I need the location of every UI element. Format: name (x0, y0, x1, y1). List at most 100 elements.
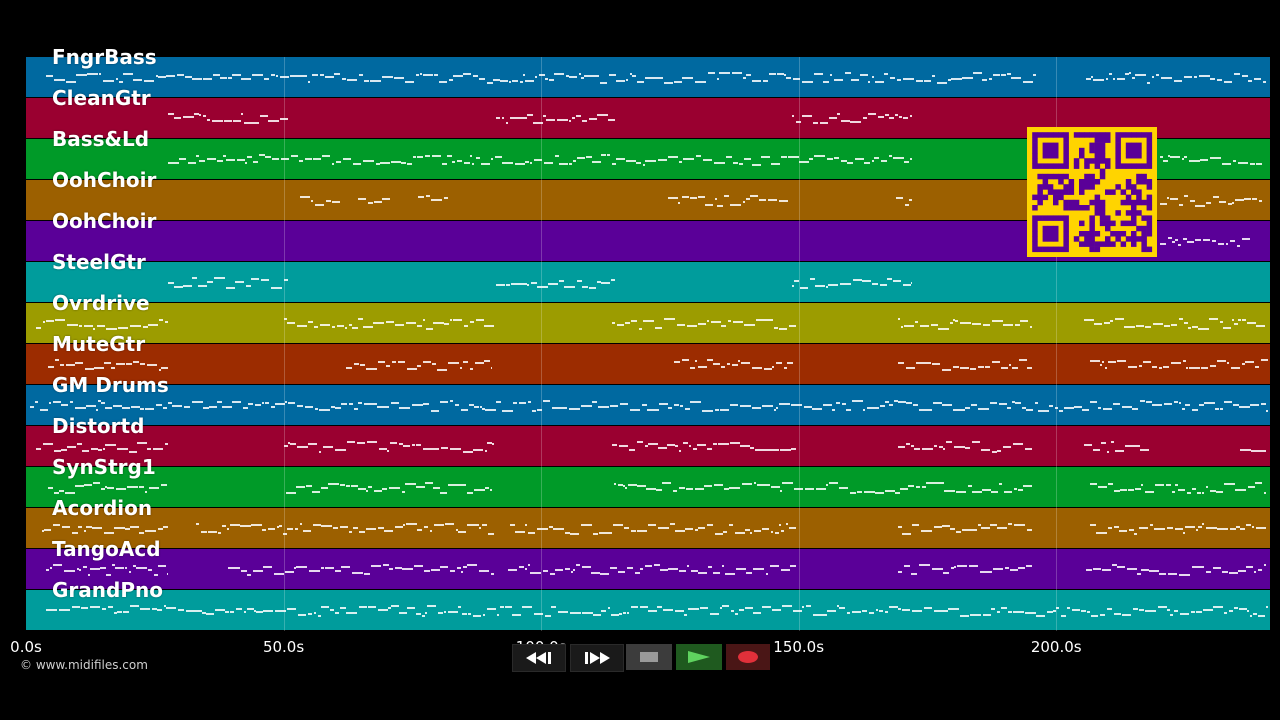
qr-module (1094, 142, 1101, 149)
qr-module (1084, 205, 1090, 211)
track-lane[interactable] (26, 57, 1270, 97)
qr-module (1099, 173, 1106, 180)
qr-module (1136, 194, 1142, 201)
track-name: OohChoir (52, 168, 157, 192)
gridline (1056, 57, 1058, 631)
qr-module (1131, 184, 1137, 190)
qr-module (1037, 184, 1043, 190)
qr-module (1089, 215, 1095, 221)
qr-module (1105, 241, 1111, 247)
qr-module (1094, 205, 1101, 211)
qr-module (1073, 199, 1080, 206)
track-lane[interactable] (26, 508, 1270, 548)
qr-module (1146, 137, 1153, 143)
qr-module (1084, 236, 1090, 242)
qr-module (1125, 236, 1132, 242)
track-lane[interactable] (26, 303, 1270, 343)
qr-module (1053, 147, 1059, 154)
qr-module (1110, 220, 1116, 227)
qr-module (1136, 163, 1142, 169)
qr-module (1032, 215, 1038, 221)
qr-module (1042, 225, 1049, 232)
qr-module (1089, 199, 1095, 206)
qr-module (1125, 194, 1132, 201)
qr-module (1037, 189, 1043, 195)
gridline (798, 57, 800, 631)
qr-module (1094, 210, 1101, 216)
qr-module (1131, 199, 1137, 206)
qr-module (1042, 163, 1049, 169)
qr-module (1110, 241, 1116, 247)
qr-module (1042, 194, 1049, 201)
qr-module (1047, 184, 1054, 190)
qr-module (1068, 205, 1075, 211)
qr-module (1131, 163, 1137, 169)
qr-module (1053, 189, 1059, 195)
qr-module (1079, 241, 1085, 247)
qr-module (1058, 215, 1064, 221)
qr-module (1047, 236, 1054, 242)
qr-module (1079, 220, 1085, 227)
qr-module (1073, 158, 1080, 164)
qr-module (1079, 153, 1085, 159)
qr-module (1047, 231, 1054, 237)
qr-module (1125, 220, 1132, 227)
track-lane[interactable] (26, 344, 1270, 384)
qr-module (1084, 179, 1090, 185)
qr-module (1089, 173, 1095, 180)
qr-module (1053, 132, 1059, 138)
qr-module (1094, 163, 1101, 169)
track-lane[interactable] (26, 467, 1270, 507)
qr-module (1146, 163, 1153, 169)
qr-module (1053, 215, 1059, 221)
qr-module (1125, 142, 1132, 149)
qr-module (1099, 205, 1106, 211)
play-icon (688, 651, 710, 663)
qr-module (1063, 189, 1069, 195)
record-button[interactable] (726, 644, 770, 670)
qr-module (1141, 231, 1147, 237)
transport-controls (510, 644, 770, 672)
qr-module (1089, 142, 1095, 149)
qr-module (1146, 147, 1153, 154)
qr-module (1084, 158, 1090, 164)
qr-module (1105, 189, 1111, 195)
qr-module (1063, 163, 1069, 169)
track-lane[interactable] (26, 549, 1270, 589)
qr-module (1141, 179, 1147, 185)
fast-forward-button[interactable] (570, 644, 624, 672)
qr-module (1115, 184, 1121, 190)
qr-module (1037, 132, 1043, 138)
qr-module (1105, 132, 1111, 138)
qr-module (1053, 236, 1059, 242)
qr-module (1063, 231, 1069, 237)
track-lane[interactable] (26, 385, 1270, 425)
qr-module (1089, 184, 1095, 190)
stop-button[interactable] (626, 644, 672, 670)
qr-module (1125, 153, 1132, 159)
qr-module (1032, 246, 1038, 253)
qr-module (1089, 236, 1095, 242)
track-lane[interactable] (26, 426, 1270, 466)
rewind-button[interactable] (512, 644, 566, 672)
qr-module (1115, 236, 1121, 242)
qr-module (1141, 199, 1147, 206)
qr-module (1105, 215, 1111, 221)
qr-module (1063, 241, 1069, 247)
qr-module (1084, 163, 1090, 169)
gridline (541, 57, 543, 631)
qr-module (1042, 215, 1049, 221)
track-lane[interactable] (26, 590, 1270, 630)
qr-module (1099, 210, 1106, 216)
qr-module (1141, 173, 1147, 180)
qr-module (1063, 215, 1069, 221)
qr-module (1136, 132, 1142, 138)
qr-module (1136, 225, 1142, 232)
track-name: Acordion (52, 496, 153, 520)
qr-module (1063, 142, 1069, 149)
qr-module (1063, 225, 1069, 232)
play-button[interactable] (676, 644, 722, 670)
qr-module (1099, 137, 1106, 143)
track-lane[interactable] (26, 262, 1270, 302)
qr-module (1047, 142, 1054, 149)
